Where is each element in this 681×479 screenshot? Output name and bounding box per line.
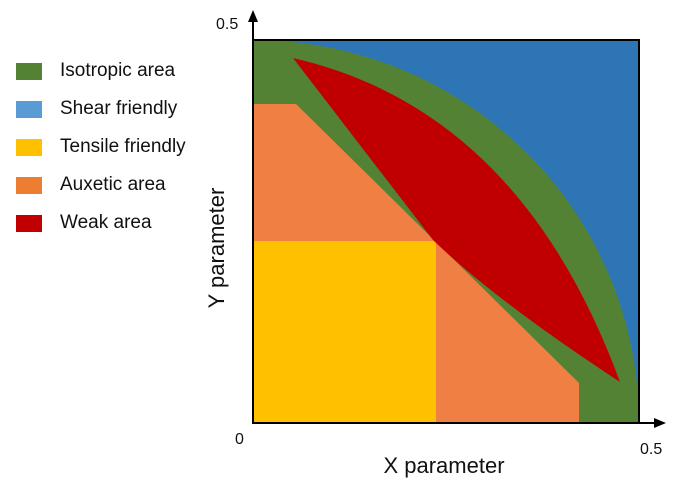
- legend-item-weak: Weak area: [16, 204, 186, 242]
- legend-swatch: [16, 100, 42, 118]
- x-axis-title: X parameter: [383, 453, 505, 478]
- x-axis-arrowhead: [654, 418, 666, 428]
- legend-label: Weak area: [60, 212, 152, 233]
- legend-item-isotropic: Isotropic area: [16, 52, 186, 90]
- legend-item-auxetic: Auxetic area: [16, 166, 186, 204]
- weak-region: [293, 58, 620, 382]
- legend-label: Isotropic area: [60, 60, 176, 81]
- legend: Isotropic area Shear friendly Tensile fr…: [16, 52, 186, 242]
- legend-swatch: [16, 214, 42, 232]
- origin-tick-label: 0: [235, 431, 244, 448]
- legend-swatch: [16, 176, 42, 194]
- y-axis-max-tick-label: 0.5: [216, 16, 239, 33]
- legend-label: Shear friendly: [60, 98, 178, 119]
- x-axis-max-tick-label: 0.5: [640, 441, 663, 458]
- legend-label: Tensile friendly: [60, 136, 186, 157]
- y-axis-title: Y parameter: [204, 187, 229, 309]
- legend-swatch: [16, 138, 42, 156]
- tensile-friendly-region: [253, 241, 436, 423]
- y-axis-arrowhead: [248, 10, 258, 22]
- legend-item-shear: Shear friendly: [16, 90, 186, 128]
- legend-label: Auxetic area: [60, 174, 166, 195]
- legend-item-tensile: Tensile friendly: [16, 128, 186, 166]
- legend-swatch: [16, 62, 42, 80]
